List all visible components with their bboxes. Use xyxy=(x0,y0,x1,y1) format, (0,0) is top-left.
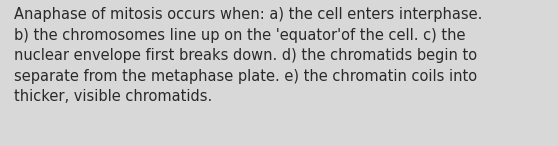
Text: Anaphase of mitosis occurs when: a) the cell enters interphase.
b) the chromosom: Anaphase of mitosis occurs when: a) the … xyxy=(14,7,482,104)
